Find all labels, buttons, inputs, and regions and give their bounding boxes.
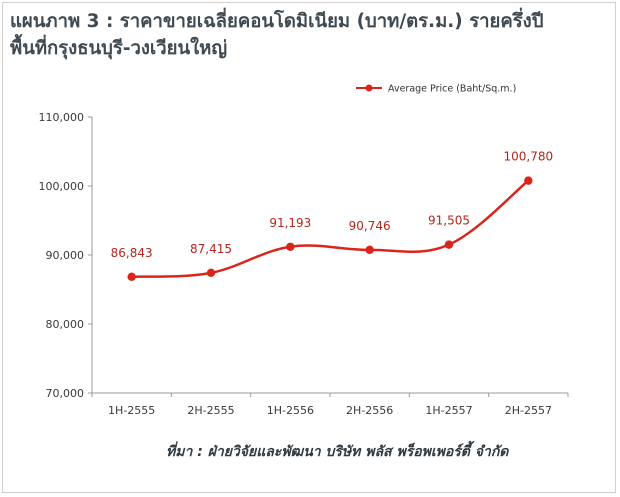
y-tick-label: 90,000	[46, 249, 85, 262]
series-line	[131, 179, 530, 279]
data-point	[206, 268, 216, 278]
data-label: 100,780	[504, 150, 554, 164]
source-note: ที่มา : ฝ่ายวิจัยและพัฒนา บริษัท พลัส พร…	[166, 444, 509, 460]
data-label: 91,193	[269, 216, 311, 230]
x-tick-label: 1H-2556	[267, 404, 314, 417]
data-point	[365, 245, 374, 255]
data-label: 87,415	[190, 242, 232, 256]
x-tick-label: 2H-2557	[505, 404, 552, 417]
data-point	[286, 242, 295, 251]
y-tick-label: 70,000	[46, 387, 85, 400]
data-label: 86,843	[111, 246, 153, 260]
legend-label: Average Price (Baht/Sq.m.)	[388, 84, 516, 95]
title-line-1: แผนภาพ 3 : ราคาขายเฉลี่ยคอนโดมิเนียม (บา…	[10, 11, 544, 32]
data-point	[444, 240, 454, 249]
y-tick-label: 110,000	[39, 111, 85, 124]
legend-marker	[365, 84, 373, 92]
title-line-2: พื้นที่กรุงธนบุรี-วงเวียนใหญ่	[10, 38, 228, 59]
x-tick-label: 1H-2555	[108, 404, 155, 417]
chart-frame	[2, 2, 616, 493]
data-point	[127, 272, 136, 281]
x-tick-label: 2H-2555	[187, 404, 234, 417]
y-tick-label: 80,000	[46, 318, 85, 331]
x-tick-label: 2H-2556	[346, 404, 393, 417]
data-point	[524, 176, 533, 185]
x-tick-label: 1H-2557	[425, 404, 472, 417]
data-label: 91,505	[428, 214, 470, 228]
y-tick-label: 100,000	[39, 180, 85, 193]
data-label: 90,746	[349, 219, 391, 233]
chart-title: แผนภาพ 3 : ราคาขายเฉลี่ยคอนโดมิเนียม (บา…	[10, 8, 610, 62]
